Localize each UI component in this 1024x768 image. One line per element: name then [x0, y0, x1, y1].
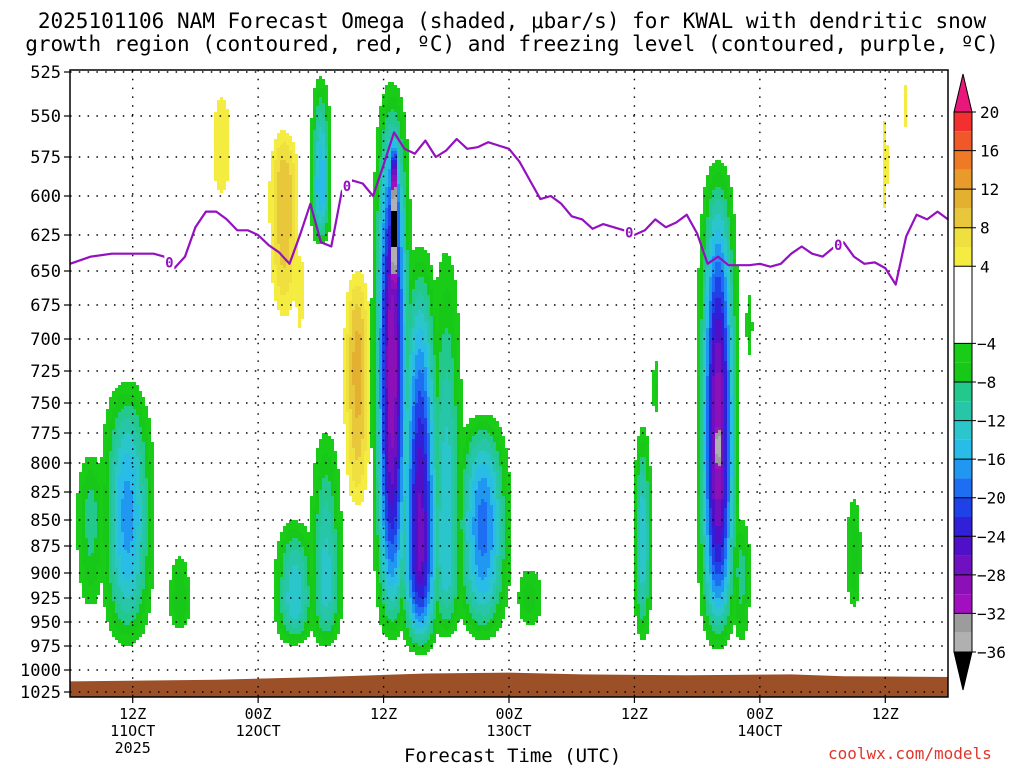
- x-tick-label: 12Z: [370, 705, 397, 723]
- colorbar-bin: [954, 613, 972, 633]
- colorbar-bin: [954, 169, 972, 190]
- freezing-level-label: 0: [343, 179, 351, 195]
- colorbar-label: −4: [977, 334, 996, 353]
- x-tick-label: 12Z: [621, 705, 648, 723]
- colorbar-bin: [954, 420, 972, 440]
- y-tick-label: 875: [30, 537, 61, 557]
- colorbar-bin: [954, 439, 972, 460]
- x-tick-label: 00Z: [245, 705, 272, 723]
- y-tick-label: 675: [30, 296, 61, 316]
- plot-frame: [69, 69, 949, 698]
- colorbar-label: 20: [980, 103, 999, 122]
- y-tick-label: 800: [30, 454, 61, 474]
- colorbar-label: −16: [977, 450, 1006, 469]
- y-tick-label: 975: [30, 637, 61, 657]
- colorbar-bin: [954, 131, 972, 151]
- colorbar-bin: [954, 574, 972, 595]
- freezing-level: 0 0 0 0: [69, 131, 949, 286]
- colorbar-label: 12: [980, 180, 999, 199]
- colorbar-label: −36: [977, 643, 1006, 662]
- colorbar-label: −12: [977, 412, 1006, 431]
- freezing-level-label: 0: [165, 255, 173, 271]
- freezing-label-bg: [624, 224, 635, 241]
- y-tick-label: 725: [30, 362, 61, 382]
- colorbar-bin: [954, 247, 972, 267]
- colorbar-bin: [954, 150, 972, 170]
- x-tick-label: 12OCT: [236, 722, 281, 740]
- y-tick-label: 600: [30, 187, 61, 207]
- grid: [70, 70, 948, 697]
- colorbar-bin: [954, 536, 972, 556]
- colorbar-bin: [954, 189, 972, 209]
- y-tick-label: 750: [30, 394, 61, 414]
- x-tick-label: 2025: [115, 739, 151, 757]
- omega-shading: [76, 76, 907, 655]
- axes: 525 550 575 600 625 650 675 700 725 750 775 800 825 8…: [20, 63, 949, 757]
- colorbar-bin: [954, 517, 972, 537]
- colorbar-label: 8: [980, 219, 990, 238]
- freezing-label-bg: [833, 237, 844, 254]
- y-tick-label: 550: [30, 107, 61, 127]
- y-tick-label: 575: [30, 148, 61, 168]
- watermark: coolwx.com/models: [828, 744, 992, 763]
- y-tick-label: 525: [30, 63, 61, 83]
- y-tick-label: 950: [30, 613, 61, 633]
- chart-title-line-1: 2025101106 NAM Forecast Omega (shaded, μ…: [37, 9, 987, 33]
- colorbar-bin: [954, 227, 972, 247]
- colorbar-bin: [954, 478, 972, 498]
- freezing-level-label: 0: [625, 226, 633, 242]
- x-tick-label: 00Z: [495, 705, 522, 723]
- colorbar-label: −24: [977, 527, 1006, 546]
- colorbar-bin: [954, 362, 972, 382]
- y-tick-label: 1000: [20, 661, 61, 681]
- colorbar-bottom-arrow: [953, 651, 973, 691]
- colorbar-bin: [954, 266, 972, 344]
- colorbar-bin: [954, 632, 972, 652]
- freezing-label-bg: [164, 254, 175, 271]
- colorbar-label: −32: [977, 604, 1006, 623]
- x-tick-label: 14OCT: [737, 722, 782, 740]
- x-tick-label: 13OCT: [486, 722, 531, 740]
- colorbar-label: 4: [980, 257, 990, 276]
- x-tick-label: 12Z: [119, 705, 146, 723]
- colorbar-bin: [954, 497, 972, 517]
- x-axis-label: Forecast Time (UTC): [404, 745, 622, 767]
- x-tick-label: 11OCT: [110, 722, 155, 740]
- freezing-level-line: [69, 131, 949, 286]
- colorbar-bin: [954, 594, 972, 614]
- colorbar-label: −8: [977, 373, 996, 392]
- chart-title-line-2: growth region (contoured, red, ºC) and f…: [25, 32, 999, 56]
- colorbar-bin: [954, 459, 972, 479]
- y-tick-label: 650: [30, 262, 61, 282]
- colorbar-bin: [954, 208, 972, 228]
- terrain-fill: [70, 672, 948, 697]
- y-tick-label: 700: [30, 330, 61, 350]
- freezing-level-label: 0: [834, 238, 842, 254]
- freezing-label-bg: [341, 177, 352, 194]
- y-tick-label: 900: [30, 564, 61, 584]
- colorbar-bin: [954, 112, 972, 132]
- colorbar-bin: [954, 401, 972, 421]
- colorbar-label: −20: [977, 489, 1006, 508]
- colorbar-bin: [954, 555, 972, 575]
- colorbar-label: −28: [977, 566, 1006, 585]
- colorbar: 20 16 12 8 4 −4 −8 −12 −16 −20 −24 −28 −32 −36: [953, 73, 1006, 691]
- y-tick-label: 925: [30, 589, 61, 609]
- colorbar-bin: [954, 382, 972, 402]
- y-tick-label: 850: [30, 511, 61, 531]
- colorbar-top-arrow: [953, 73, 973, 113]
- y-tick-label: 825: [30, 483, 61, 503]
- x-tick-label: 00Z: [746, 705, 773, 723]
- colorbar-bin: [954, 343, 972, 363]
- colorbar-label: 16: [980, 142, 999, 161]
- x-tick-label: 12Z: [872, 705, 899, 723]
- y-tick-label: 625: [30, 226, 61, 246]
- y-tick-label: 1025: [20, 683, 61, 703]
- y-tick-label: 775: [30, 424, 61, 444]
- terrain: [70, 672, 948, 697]
